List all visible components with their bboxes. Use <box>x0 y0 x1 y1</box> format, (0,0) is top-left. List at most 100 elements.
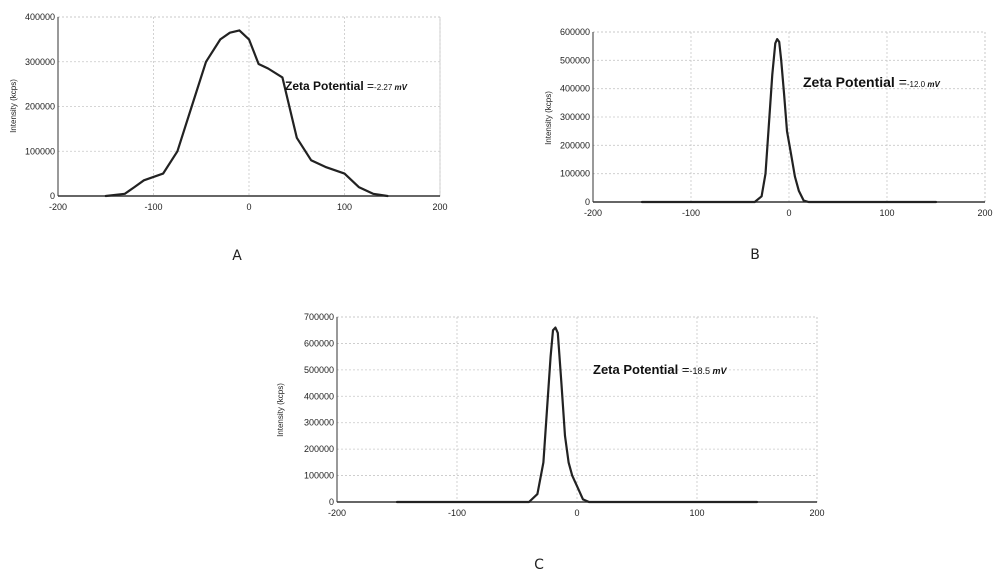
chart-panel-b: -200 -100 0 100 200 0 100000 200000 300000 400000… <box>544 27 993 263</box>
data-point <box>798 190 800 192</box>
panel-label: B <box>750 247 760 263</box>
y-tick-label: 300000 <box>25 57 55 67</box>
data-point <box>546 408 548 411</box>
y-tick-label: 0 <box>50 191 55 201</box>
y-tick-label: 200000 <box>25 102 55 112</box>
data-point <box>786 130 788 132</box>
data-point <box>396 501 398 503</box>
y-tick-label: 200000 <box>560 140 590 150</box>
zeta-unit: mV <box>395 83 408 92</box>
y-tick-label: 600000 <box>560 27 590 37</box>
data-point <box>219 38 221 40</box>
y-tick-label: 0 <box>329 497 334 507</box>
data-point <box>238 29 241 32</box>
data-point <box>576 485 578 487</box>
data-point <box>552 329 554 331</box>
data-point <box>560 382 563 384</box>
data-point <box>778 41 780 43</box>
chart-panel-c: -200 -100 0 100 200 0 100000 200000 300000 400000… <box>276 312 825 573</box>
y-axis-label: Intensity (kcps) <box>544 91 553 145</box>
y-axis-label: Intensity (kcps) <box>276 383 285 437</box>
data-point <box>550 356 552 358</box>
x-tick-label: 200 <box>809 508 824 518</box>
data-point <box>776 38 778 40</box>
data-point <box>568 461 570 463</box>
y-axis-label: Intensity (kcps) <box>9 79 18 133</box>
x-tick-label: -100 <box>682 208 700 218</box>
zeta-unit: mV <box>712 366 727 376</box>
series-line <box>104 29 389 198</box>
data-point <box>229 32 231 34</box>
zeta-potential-annotation: Zeta Potential =-2.27 mV <box>285 79 408 93</box>
zeta-equals: = <box>682 362 690 377</box>
data-point <box>771 73 773 76</box>
zeta-unit: mV <box>927 80 940 89</box>
y-tick-label: 600000 <box>304 338 334 348</box>
data-point <box>386 195 389 197</box>
data-point <box>760 195 763 197</box>
y-tick-label: 100000 <box>304 471 334 481</box>
data-point <box>564 435 566 437</box>
zeta-potential-annotation: Zeta Potential =-18.5 mV <box>593 362 727 377</box>
x-tick-label: 200 <box>977 208 992 218</box>
data-point <box>554 326 557 329</box>
data-point <box>542 461 545 463</box>
y-tick-label: 100000 <box>25 146 55 156</box>
data-point <box>764 173 767 175</box>
y-tick-label: 0 <box>585 197 590 207</box>
y-tick-label: 500000 <box>304 365 334 375</box>
data-point <box>582 498 584 500</box>
data-point <box>794 175 796 178</box>
x-tick-label: 100 <box>689 508 704 518</box>
y-tick-label: 400000 <box>560 84 590 94</box>
x-tick-label: -100 <box>144 202 162 212</box>
y-tick-label: 400000 <box>304 391 334 401</box>
data-point <box>162 173 164 175</box>
data-point <box>343 173 346 175</box>
x-tick-label: 0 <box>246 202 251 212</box>
y-tick-label: 100000 <box>560 169 590 179</box>
x-tick-label: 100 <box>337 202 352 212</box>
data-point <box>324 166 326 168</box>
data-point <box>808 201 810 203</box>
data-point <box>571 474 573 477</box>
data-point <box>176 150 178 152</box>
y-tick-label: 500000 <box>560 55 590 65</box>
data-point <box>756 501 758 503</box>
data-point <box>124 193 126 195</box>
data-point <box>358 186 360 188</box>
data-point <box>267 67 269 70</box>
data-point <box>803 199 805 202</box>
data-point <box>780 59 782 61</box>
zeta-label: Zeta Potential <box>593 362 682 377</box>
series-line <box>640 38 938 204</box>
data-point <box>641 201 643 203</box>
zeta-equals: = <box>367 79 374 93</box>
data-point <box>296 137 298 139</box>
x-tick-label: 200 <box>432 202 447 212</box>
zeta-potential-annotation: Zeta Potential =-12.0 mV <box>803 74 940 90</box>
data-point <box>205 61 207 63</box>
data-point <box>774 42 776 44</box>
x-tick-label: -200 <box>584 208 602 218</box>
zeta-value: -2.27 <box>374 83 394 92</box>
y-tick-label: 700000 <box>304 312 334 322</box>
zeta-value: -18.5 <box>689 366 712 376</box>
zeta-equals: = <box>899 74 907 90</box>
data-point <box>768 116 771 118</box>
x-tick-label: -200 <box>49 202 67 212</box>
data-point <box>372 193 374 195</box>
data-point <box>281 76 284 79</box>
x-tick-label: 0 <box>574 508 579 518</box>
data-point <box>754 201 756 203</box>
zeta-label: Zeta Potential <box>803 74 899 90</box>
zeta-value: -12.0 <box>907 80 927 89</box>
data-point <box>536 493 539 495</box>
panel-label: C <box>534 557 544 573</box>
data-point <box>105 195 107 197</box>
data-point <box>191 105 193 108</box>
zeta-label: Zeta Potential <box>285 79 367 93</box>
data-point <box>528 501 530 503</box>
data-point <box>557 332 559 334</box>
